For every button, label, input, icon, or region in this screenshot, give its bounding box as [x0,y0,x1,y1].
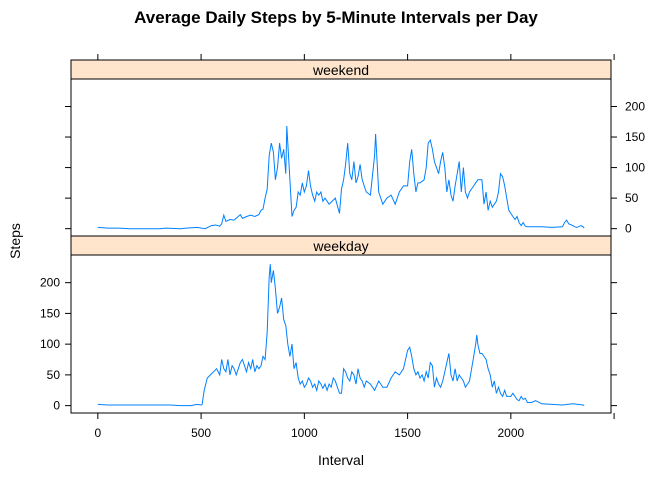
y-tick-label-weekend: 0 [625,222,632,236]
strip-label-weekday: weekday [312,238,368,254]
y-tick-label-weekday: 50 [47,368,61,382]
x-tick-label: 2000 [497,426,524,440]
series-line-weekend [97,125,585,230]
x-tick-label: 1500 [394,426,421,440]
chart-title: Average Daily Steps by 5-Minute Interval… [134,8,538,27]
y-tick-label-weekend: 50 [625,191,639,205]
y-tick-label-weekday: 0 [53,399,60,413]
y-tick-label-weekend: 100 [625,161,645,175]
panel-frame-weekend [70,78,612,237]
x-tick-label: 0 [95,426,102,440]
y-axis-label: Steps [7,223,23,259]
series-line-weekday [97,264,585,407]
x-axis-label: Interval [318,452,364,468]
y-tick-label-weekday: 200 [40,276,60,290]
x-tick-label: 1000 [291,426,318,440]
panel-frame-weekday [70,254,612,414]
y-tick-label-weekend: 150 [625,130,645,144]
y-tick-label-weekday: 150 [40,306,60,320]
strip-label-weekend: weekend [312,62,369,78]
y-tick-label-weekend: 200 [625,99,645,113]
x-tick-label: 500 [191,426,211,440]
y-tick-label-weekday: 100 [40,337,60,351]
